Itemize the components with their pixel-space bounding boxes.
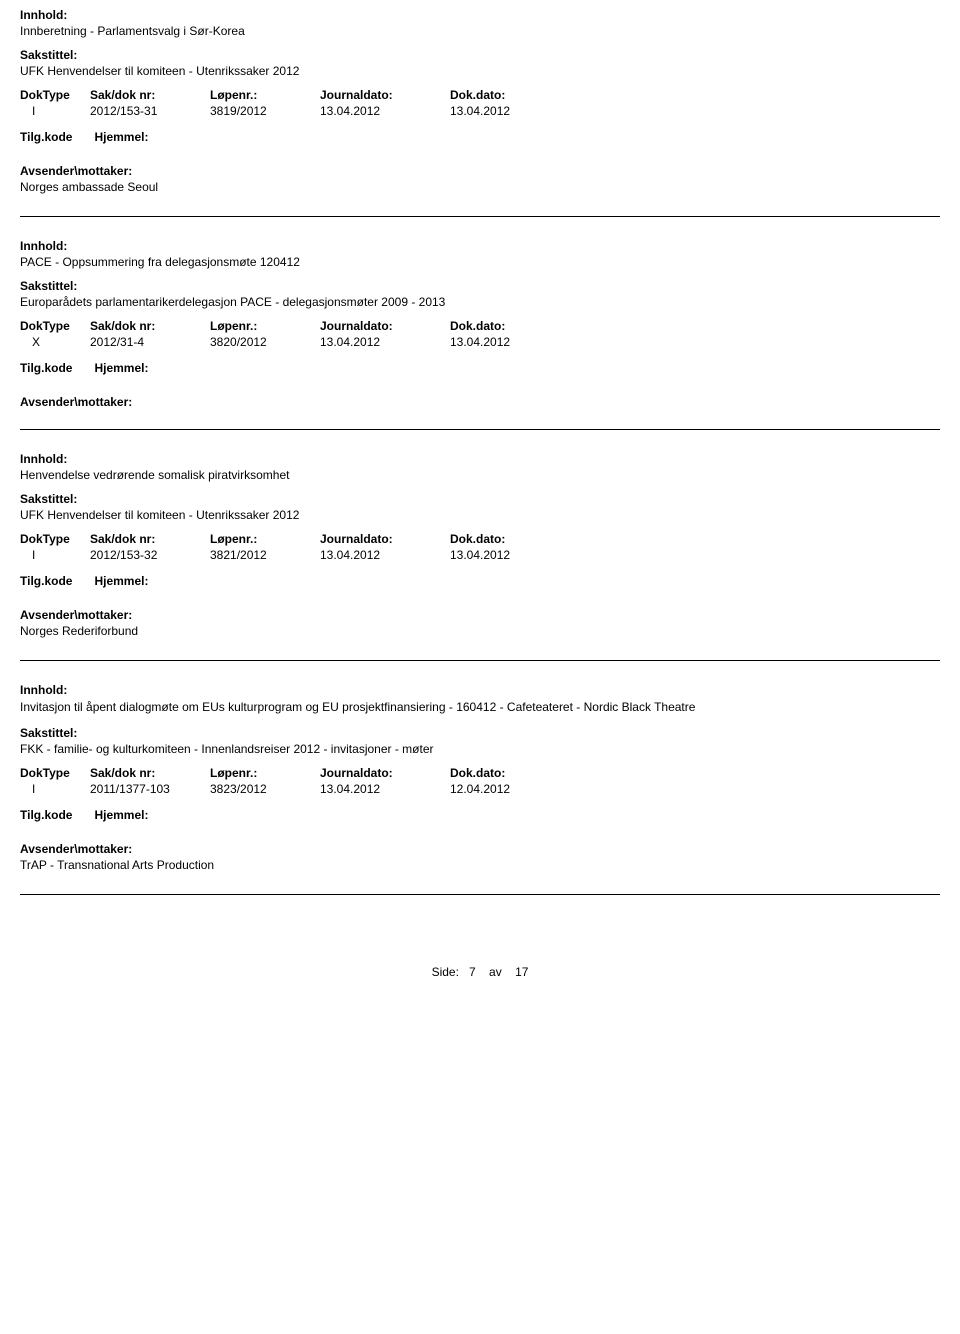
dokdato-header: Dok.dato:	[450, 319, 570, 333]
lopenr-header: Løpenr.:	[210, 319, 320, 333]
dokdato-value: 13.04.2012	[450, 548, 570, 562]
footer-side-label: Side:	[432, 965, 459, 979]
sakdok-value: 2011/1377-103	[90, 782, 210, 796]
table-header: DokType Sak/dok nr: Løpenr.: Journaldato…	[20, 532, 940, 546]
sakdok-header: Sak/dok nr:	[90, 319, 210, 333]
innhold-value: Invitasjon til åpent dialogmøte om EUs k…	[20, 699, 940, 716]
tilgkode-label: Tilg.kode	[20, 808, 90, 822]
lopenr-value: 3819/2012	[210, 104, 320, 118]
avsender-label: Avsender\mottaker:	[20, 842, 940, 856]
avsender-value: TrAP - Transnational Arts Production	[20, 858, 940, 872]
hjemmel-label: Hjemmel:	[94, 574, 148, 588]
table-header: DokType Sak/dok nr: Løpenr.: Journaldato…	[20, 766, 940, 780]
sakdok-header: Sak/dok nr:	[90, 532, 210, 546]
journaldato-value: 13.04.2012	[320, 335, 450, 349]
avsender-label: Avsender\mottaker:	[20, 164, 940, 178]
innhold-value: Innberetning - Parlamentsvalg i Sør-Kore…	[20, 24, 940, 38]
footer-av-label: av	[489, 965, 502, 979]
doktype-header: DokType	[20, 766, 90, 780]
lopenr-value: 3821/2012	[210, 548, 320, 562]
journal-record: Innhold: Innberetning - Parlamentsvalg i…	[0, 0, 960, 216]
doktype-header: DokType	[20, 319, 90, 333]
innhold-value: PACE - Oppsummering fra delegasjonsmøte …	[20, 255, 940, 269]
sakstittel-value: Europarådets parlamentarikerdelegasjon P…	[20, 295, 940, 309]
journal-record: Innhold: PACE - Oppsummering fra delegas…	[0, 217, 960, 429]
journaldato-header: Journaldato:	[320, 88, 450, 102]
innhold-label: Innhold:	[20, 8, 940, 22]
avsender-label: Avsender\mottaker:	[20, 608, 940, 622]
table-row: I 2012/153-32 3821/2012 13.04.2012 13.04…	[20, 548, 940, 562]
journaldato-value: 13.04.2012	[320, 548, 450, 562]
table-row: I 2012/153-31 3819/2012 13.04.2012 13.04…	[20, 104, 940, 118]
table-header: DokType Sak/dok nr: Løpenr.: Journaldato…	[20, 319, 940, 333]
sakdok-value: 2012/31-4	[90, 335, 210, 349]
avsender-value: Norges ambassade Seoul	[20, 180, 940, 194]
doktype-value: X	[20, 335, 90, 349]
innhold-value: Henvendelse vedrørende somalisk piratvir…	[20, 468, 940, 482]
innhold-label: Innhold:	[20, 683, 940, 697]
table-row: I 2011/1377-103 3823/2012 13.04.2012 12.…	[20, 782, 940, 796]
tilgkode-label: Tilg.kode	[20, 574, 90, 588]
sakstittel-label: Sakstittel:	[20, 48, 940, 62]
journaldato-header: Journaldato:	[320, 766, 450, 780]
hjemmel-label: Hjemmel:	[94, 130, 148, 144]
dokdato-value: 12.04.2012	[450, 782, 570, 796]
doktype-value: I	[20, 104, 90, 118]
hjemmel-label: Hjemmel:	[94, 361, 148, 375]
tilgkode-label: Tilg.kode	[20, 361, 90, 375]
avsender-value: Norges Rederiforbund	[20, 624, 940, 638]
sakdok-value: 2012/153-32	[90, 548, 210, 562]
lopenr-value: 3820/2012	[210, 335, 320, 349]
record-separator	[20, 894, 940, 895]
sakstittel-value: UFK Henvendelser til komiteen - Utenriks…	[20, 508, 940, 522]
footer-page-number: 7	[469, 965, 476, 979]
lopenr-header: Løpenr.:	[210, 766, 320, 780]
footer-total-pages: 17	[515, 965, 528, 979]
tilgkode-label: Tilg.kode	[20, 130, 90, 144]
lopenr-header: Løpenr.:	[210, 88, 320, 102]
journaldato-header: Journaldato:	[320, 319, 450, 333]
sakstittel-label: Sakstittel:	[20, 726, 940, 740]
sakdok-header: Sak/dok nr:	[90, 88, 210, 102]
dokdato-header: Dok.dato:	[450, 88, 570, 102]
tilgkode-section: Tilg.kode Hjemmel:	[20, 572, 940, 590]
doktype-header: DokType	[20, 88, 90, 102]
sakstittel-value: UFK Henvendelser til komiteen - Utenriks…	[20, 64, 940, 78]
sakdok-header: Sak/dok nr:	[90, 766, 210, 780]
innhold-label: Innhold:	[20, 452, 940, 466]
tilgkode-section: Tilg.kode Hjemmel:	[20, 806, 940, 824]
tilgkode-section: Tilg.kode Hjemmel:	[20, 359, 940, 377]
journaldato-header: Journaldato:	[320, 532, 450, 546]
journal-record: Innhold: Invitasjon til åpent dialogmøte…	[0, 661, 960, 894]
page-footer: Side: 7 av 17	[0, 965, 960, 999]
lopenr-header: Løpenr.:	[210, 532, 320, 546]
sakstittel-value: FKK - familie- og kulturkomiteen - Innen…	[20, 742, 940, 756]
journal-record: Innhold: Henvendelse vedrørende somalisk…	[0, 430, 960, 660]
journaldato-value: 13.04.2012	[320, 782, 450, 796]
lopenr-value: 3823/2012	[210, 782, 320, 796]
doktype-header: DokType	[20, 532, 90, 546]
dokdato-value: 13.04.2012	[450, 104, 570, 118]
tilgkode-section: Tilg.kode Hjemmel:	[20, 128, 940, 146]
sakdok-value: 2012/153-31	[90, 104, 210, 118]
table-header: DokType Sak/dok nr: Løpenr.: Journaldato…	[20, 88, 940, 102]
doktype-value: I	[20, 548, 90, 562]
avsender-label: Avsender\mottaker:	[20, 395, 940, 409]
dokdato-header: Dok.dato:	[450, 532, 570, 546]
doktype-value: I	[20, 782, 90, 796]
sakstittel-label: Sakstittel:	[20, 492, 940, 506]
hjemmel-label: Hjemmel:	[94, 808, 148, 822]
innhold-label: Innhold:	[20, 239, 940, 253]
dokdato-value: 13.04.2012	[450, 335, 570, 349]
sakstittel-label: Sakstittel:	[20, 279, 940, 293]
journaldato-value: 13.04.2012	[320, 104, 450, 118]
dokdato-header: Dok.dato:	[450, 766, 570, 780]
table-row: X 2012/31-4 3820/2012 13.04.2012 13.04.2…	[20, 335, 940, 349]
